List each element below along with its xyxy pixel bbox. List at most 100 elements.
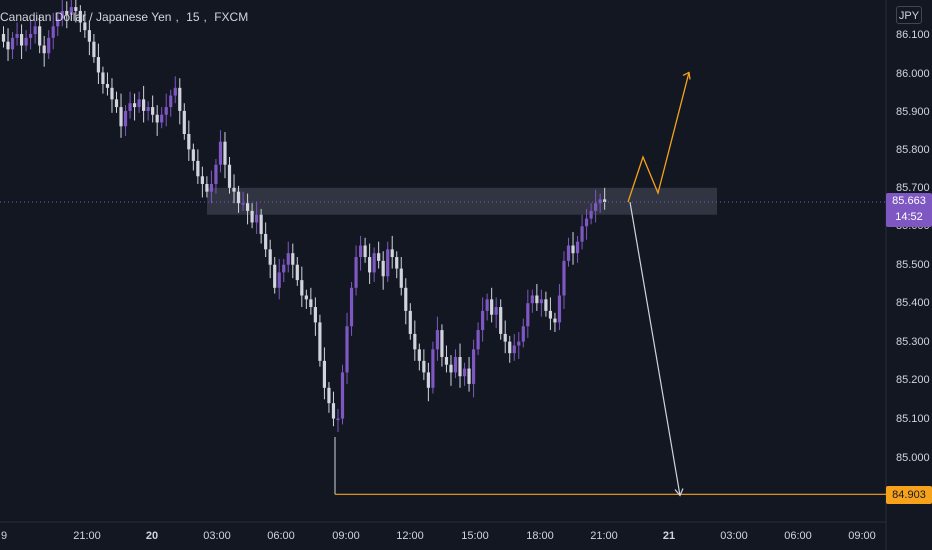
candle-body — [327, 387, 331, 404]
candle-body — [372, 253, 376, 273]
candle-body — [462, 368, 467, 377]
candle-body — [132, 103, 137, 108]
candle-body — [114, 99, 119, 108]
candle-body — [277, 272, 281, 288]
candle-body — [273, 264, 277, 288]
annotation-layer — [0, 71, 886, 497]
time-tick: 03:00 — [203, 530, 231, 542]
candle-body — [119, 107, 123, 127]
price-tick: 85.200 — [896, 374, 930, 386]
candle-body — [74, 7, 78, 11]
candle-body — [313, 307, 317, 323]
candle-body — [291, 253, 295, 265]
candle-body — [575, 241, 580, 254]
candle-body — [358, 245, 363, 258]
time-tick: 21:00 — [73, 530, 101, 542]
candle-body — [490, 299, 494, 315]
candle-body — [128, 103, 132, 111]
candle-body — [232, 187, 236, 192]
candle-body — [336, 418, 340, 421]
candle-body — [245, 203, 250, 211]
candle-body — [178, 87, 182, 111]
candle-body — [286, 253, 290, 265]
candle-body — [503, 333, 507, 342]
candle-body — [399, 268, 403, 288]
candle-body — [368, 257, 372, 273]
time-tick: 09:00 — [332, 530, 360, 542]
horizontal-level-badge: 84.903 — [886, 486, 932, 504]
candle-body — [78, 10, 82, 23]
candle-body — [264, 233, 268, 250]
candle-body — [51, 26, 55, 38]
resistance-zone-layer — [207, 187, 717, 215]
candle-body — [453, 357, 458, 373]
candle-body — [146, 107, 150, 111]
price-tick: 85.900 — [896, 106, 930, 118]
price-tick: 85.500 — [896, 259, 930, 271]
candle-body — [309, 299, 313, 308]
projection-up-path — [627, 72, 690, 203]
candle-body — [566, 245, 571, 261]
candle-body — [300, 280, 304, 296]
candle-body — [404, 287, 408, 311]
candle-body — [191, 149, 195, 161]
candle-body — [304, 295, 308, 300]
candle-body — [562, 260, 566, 296]
candle-body — [10, 37, 15, 50]
candle-body — [471, 349, 476, 384]
candle-body — [544, 299, 548, 311]
candle-body — [151, 107, 155, 115]
candle-body — [377, 253, 381, 261]
candle-body — [390, 249, 394, 258]
symbol-title[interactable]: Canadian Dollar / Japanese Yen, 15, FXCM — [0, 10, 249, 24]
time-tick: 18:00 — [526, 530, 554, 542]
candle-body — [349, 287, 354, 327]
candle-body — [408, 310, 412, 334]
projection-down-arrowhead — [674, 488, 684, 497]
candle-body — [187, 133, 191, 150]
candle-body — [87, 30, 91, 42]
candle-body — [539, 299, 543, 304]
current-price-badge: 85.663 14:52 — [886, 193, 932, 227]
candle-body — [268, 249, 272, 265]
candle-body — [530, 295, 534, 304]
time-tick: 20 — [146, 530, 158, 542]
resistance-zone — [207, 187, 717, 215]
candle-body — [318, 322, 322, 361]
time-axis[interactable]: 9 21:00 20 03:00 06:00 09:00 12:00 15:00… — [1, 530, 876, 542]
candle-body — [363, 245, 367, 258]
symbol-interval: 15 — [186, 10, 200, 24]
candle-body — [169, 95, 173, 108]
candle-body — [426, 372, 430, 388]
currency-label[interactable]: JPY — [896, 6, 922, 24]
candle-body — [594, 203, 598, 211]
candle-body — [494, 307, 498, 315]
time-tick: 21 — [663, 530, 675, 542]
candle-body — [255, 214, 259, 223]
candle-body — [101, 72, 105, 84]
candle-body — [236, 191, 241, 204]
price-tick: 85.700 — [896, 182, 930, 194]
candle-body — [24, 37, 28, 46]
time-tick: 12:00 — [396, 530, 424, 542]
bar-countdown: 14:52 — [895, 211, 923, 223]
candle-body — [444, 357, 449, 365]
candle-body — [381, 260, 385, 277]
candle-body — [227, 164, 232, 188]
candle-body — [485, 299, 489, 311]
time-tick: 09:00 — [848, 530, 876, 542]
candle-body — [481, 310, 485, 331]
candle-body — [83, 22, 87, 31]
price-axis[interactable]: 86.100 86.000 85.900 85.800 85.700 85.60… — [896, 29, 930, 464]
candle-body — [422, 360, 426, 373]
candle-body — [1, 34, 6, 42]
candle-body — [458, 357, 462, 377]
time-tick: 15:00 — [461, 530, 489, 542]
candle-body — [584, 218, 589, 227]
candle-body — [205, 183, 209, 192]
candle-body — [164, 107, 168, 115]
candle-body — [345, 326, 349, 373]
candle-body — [69, 7, 73, 15]
